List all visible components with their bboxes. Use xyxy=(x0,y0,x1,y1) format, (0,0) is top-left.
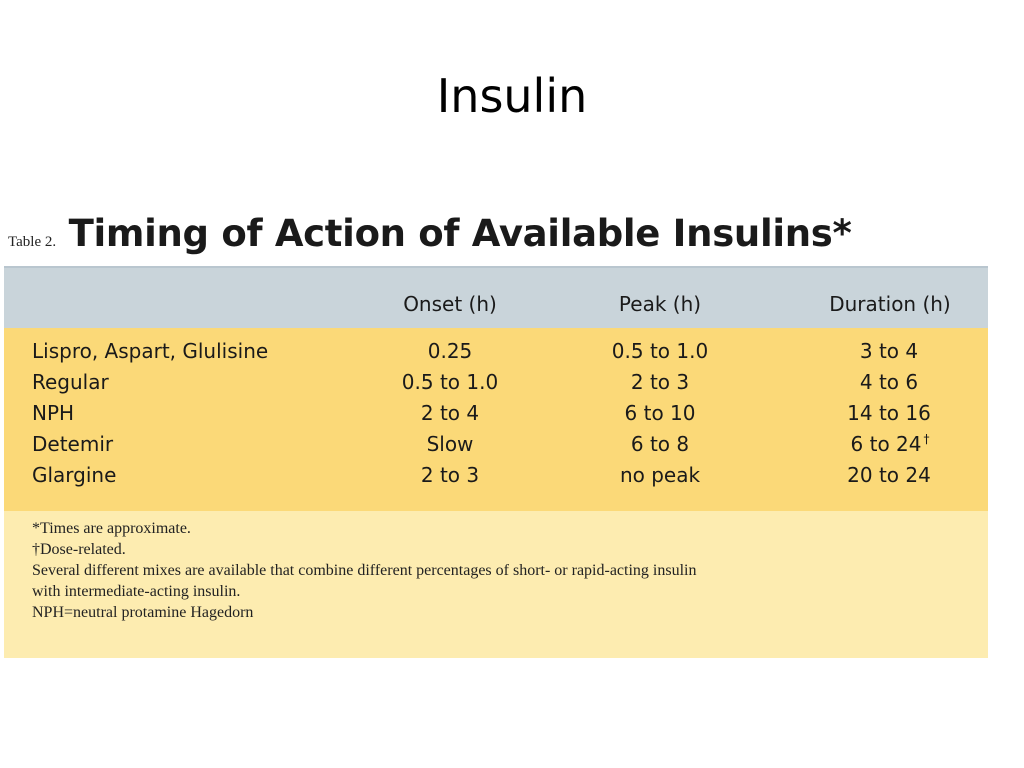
table-row: NPH 2 to 4 6 to 10 14 to 16 xyxy=(4,398,988,429)
footnote-approximate: *Times are approximate. xyxy=(32,520,191,537)
table-row: Regular 0.5 to 1.0 2 to 3 4 to 6 xyxy=(4,367,988,398)
table-body: Lispro, Aspart, Glulisine 0.25 0.5 to 1.… xyxy=(4,328,988,511)
insulin-name: NPH xyxy=(32,401,75,425)
duration-value: 20 to 24 xyxy=(847,463,931,487)
onset-value: 2 to 3 xyxy=(420,463,480,487)
duration-cell: 20 to 24 xyxy=(804,463,976,487)
duration-value: 4 to 6 xyxy=(859,370,919,394)
insulin-name: Regular xyxy=(32,370,109,394)
duration-cell: 6 to 24 † xyxy=(804,432,976,456)
peak-value: 6 to 8 xyxy=(630,432,690,456)
duration-cell: 14 to 16 xyxy=(804,401,976,425)
table-row: Glargine 2 to 3 no peak 20 to 24 xyxy=(4,460,988,491)
column-header-peak: Peak (h) xyxy=(618,292,702,316)
duration-footnote-mark: † xyxy=(923,432,930,447)
footnote-mixes-continued: with intermediate-acting insulin. xyxy=(32,583,241,600)
table-row: Detemir Slow 6 to 8 6 to 24 † xyxy=(4,429,988,460)
onset-value: 0.25 xyxy=(427,339,473,363)
onset-value: Slow xyxy=(426,432,474,456)
insulin-name: Glargine xyxy=(32,463,117,487)
peak-value: 0.5 to 1.0 xyxy=(611,339,709,363)
duration-value: 6 to 24 xyxy=(850,432,922,456)
insulin-timing-table: Onset (h) Peak (h) Duration (h) Lispro, … xyxy=(4,266,988,658)
column-header-duration: Duration (h) xyxy=(829,292,951,316)
footnote-nph-definition: NPH=neutral protamine Hagedorn xyxy=(32,604,254,621)
duration-cell: 3 to 4 xyxy=(804,339,976,363)
table-title: Timing of Action of Available Insulins* xyxy=(68,212,852,255)
onset-value: 2 to 4 xyxy=(420,401,480,425)
duration-cell: 4 to 6 xyxy=(804,370,976,394)
column-header-onset: Onset (h) xyxy=(403,292,497,316)
slide-title: Insulin xyxy=(436,69,588,123)
table-footnotes: *Times are approximate. †Dose-related. S… xyxy=(32,518,982,623)
peak-value: 2 to 3 xyxy=(630,370,690,394)
table-number: Table 2. xyxy=(8,234,57,250)
peak-value: no peak xyxy=(619,463,701,487)
onset-value: 0.5 to 1.0 xyxy=(401,370,499,394)
table-caption: Table 2. Timing of Action of Available I… xyxy=(8,212,1008,264)
peak-value: 6 to 10 xyxy=(624,401,696,425)
table-header: Onset (h) Peak (h) Duration (h) xyxy=(4,266,988,328)
insulin-name: Detemir xyxy=(32,432,114,456)
duration-value: 3 to 4 xyxy=(859,339,919,363)
footnote-mixes: Several different mixes are available th… xyxy=(32,562,697,579)
table-footnote-area xyxy=(4,511,988,658)
duration-value: 14 to 16 xyxy=(847,401,931,425)
insulin-name: Lispro, Aspart, Glulisine xyxy=(32,339,269,363)
footnote-dose-related: †Dose-related. xyxy=(32,541,126,558)
table-row: Lispro, Aspart, Glulisine 0.25 0.5 to 1.… xyxy=(4,336,988,367)
